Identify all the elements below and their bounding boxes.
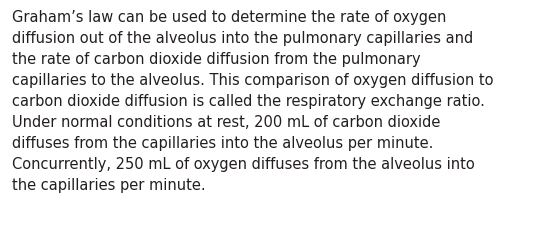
Text: diffusion out of the alveolus into the pulmonary capillaries and: diffusion out of the alveolus into the p… <box>12 31 473 46</box>
Text: carbon dioxide diffusion is called the respiratory exchange ratio.: carbon dioxide diffusion is called the r… <box>12 94 485 109</box>
Text: the capillaries per minute.: the capillaries per minute. <box>12 177 206 192</box>
Text: Under normal conditions at rest, 200 mL of carbon dioxide: Under normal conditions at rest, 200 mL … <box>12 114 440 129</box>
Text: Graham’s law can be used to determine the rate of oxygen: Graham’s law can be used to determine th… <box>12 10 446 25</box>
Text: the rate of carbon dioxide diffusion from the pulmonary: the rate of carbon dioxide diffusion fro… <box>12 52 421 67</box>
Text: Concurrently, 250 mL of oxygen diffuses from the alveolus into: Concurrently, 250 mL of oxygen diffuses … <box>12 156 475 171</box>
Text: capillaries to the alveolus. This comparison of oxygen diffusion to: capillaries to the alveolus. This compar… <box>12 73 493 88</box>
Text: diffuses from the capillaries into the alveolus per minute.: diffuses from the capillaries into the a… <box>12 135 434 150</box>
